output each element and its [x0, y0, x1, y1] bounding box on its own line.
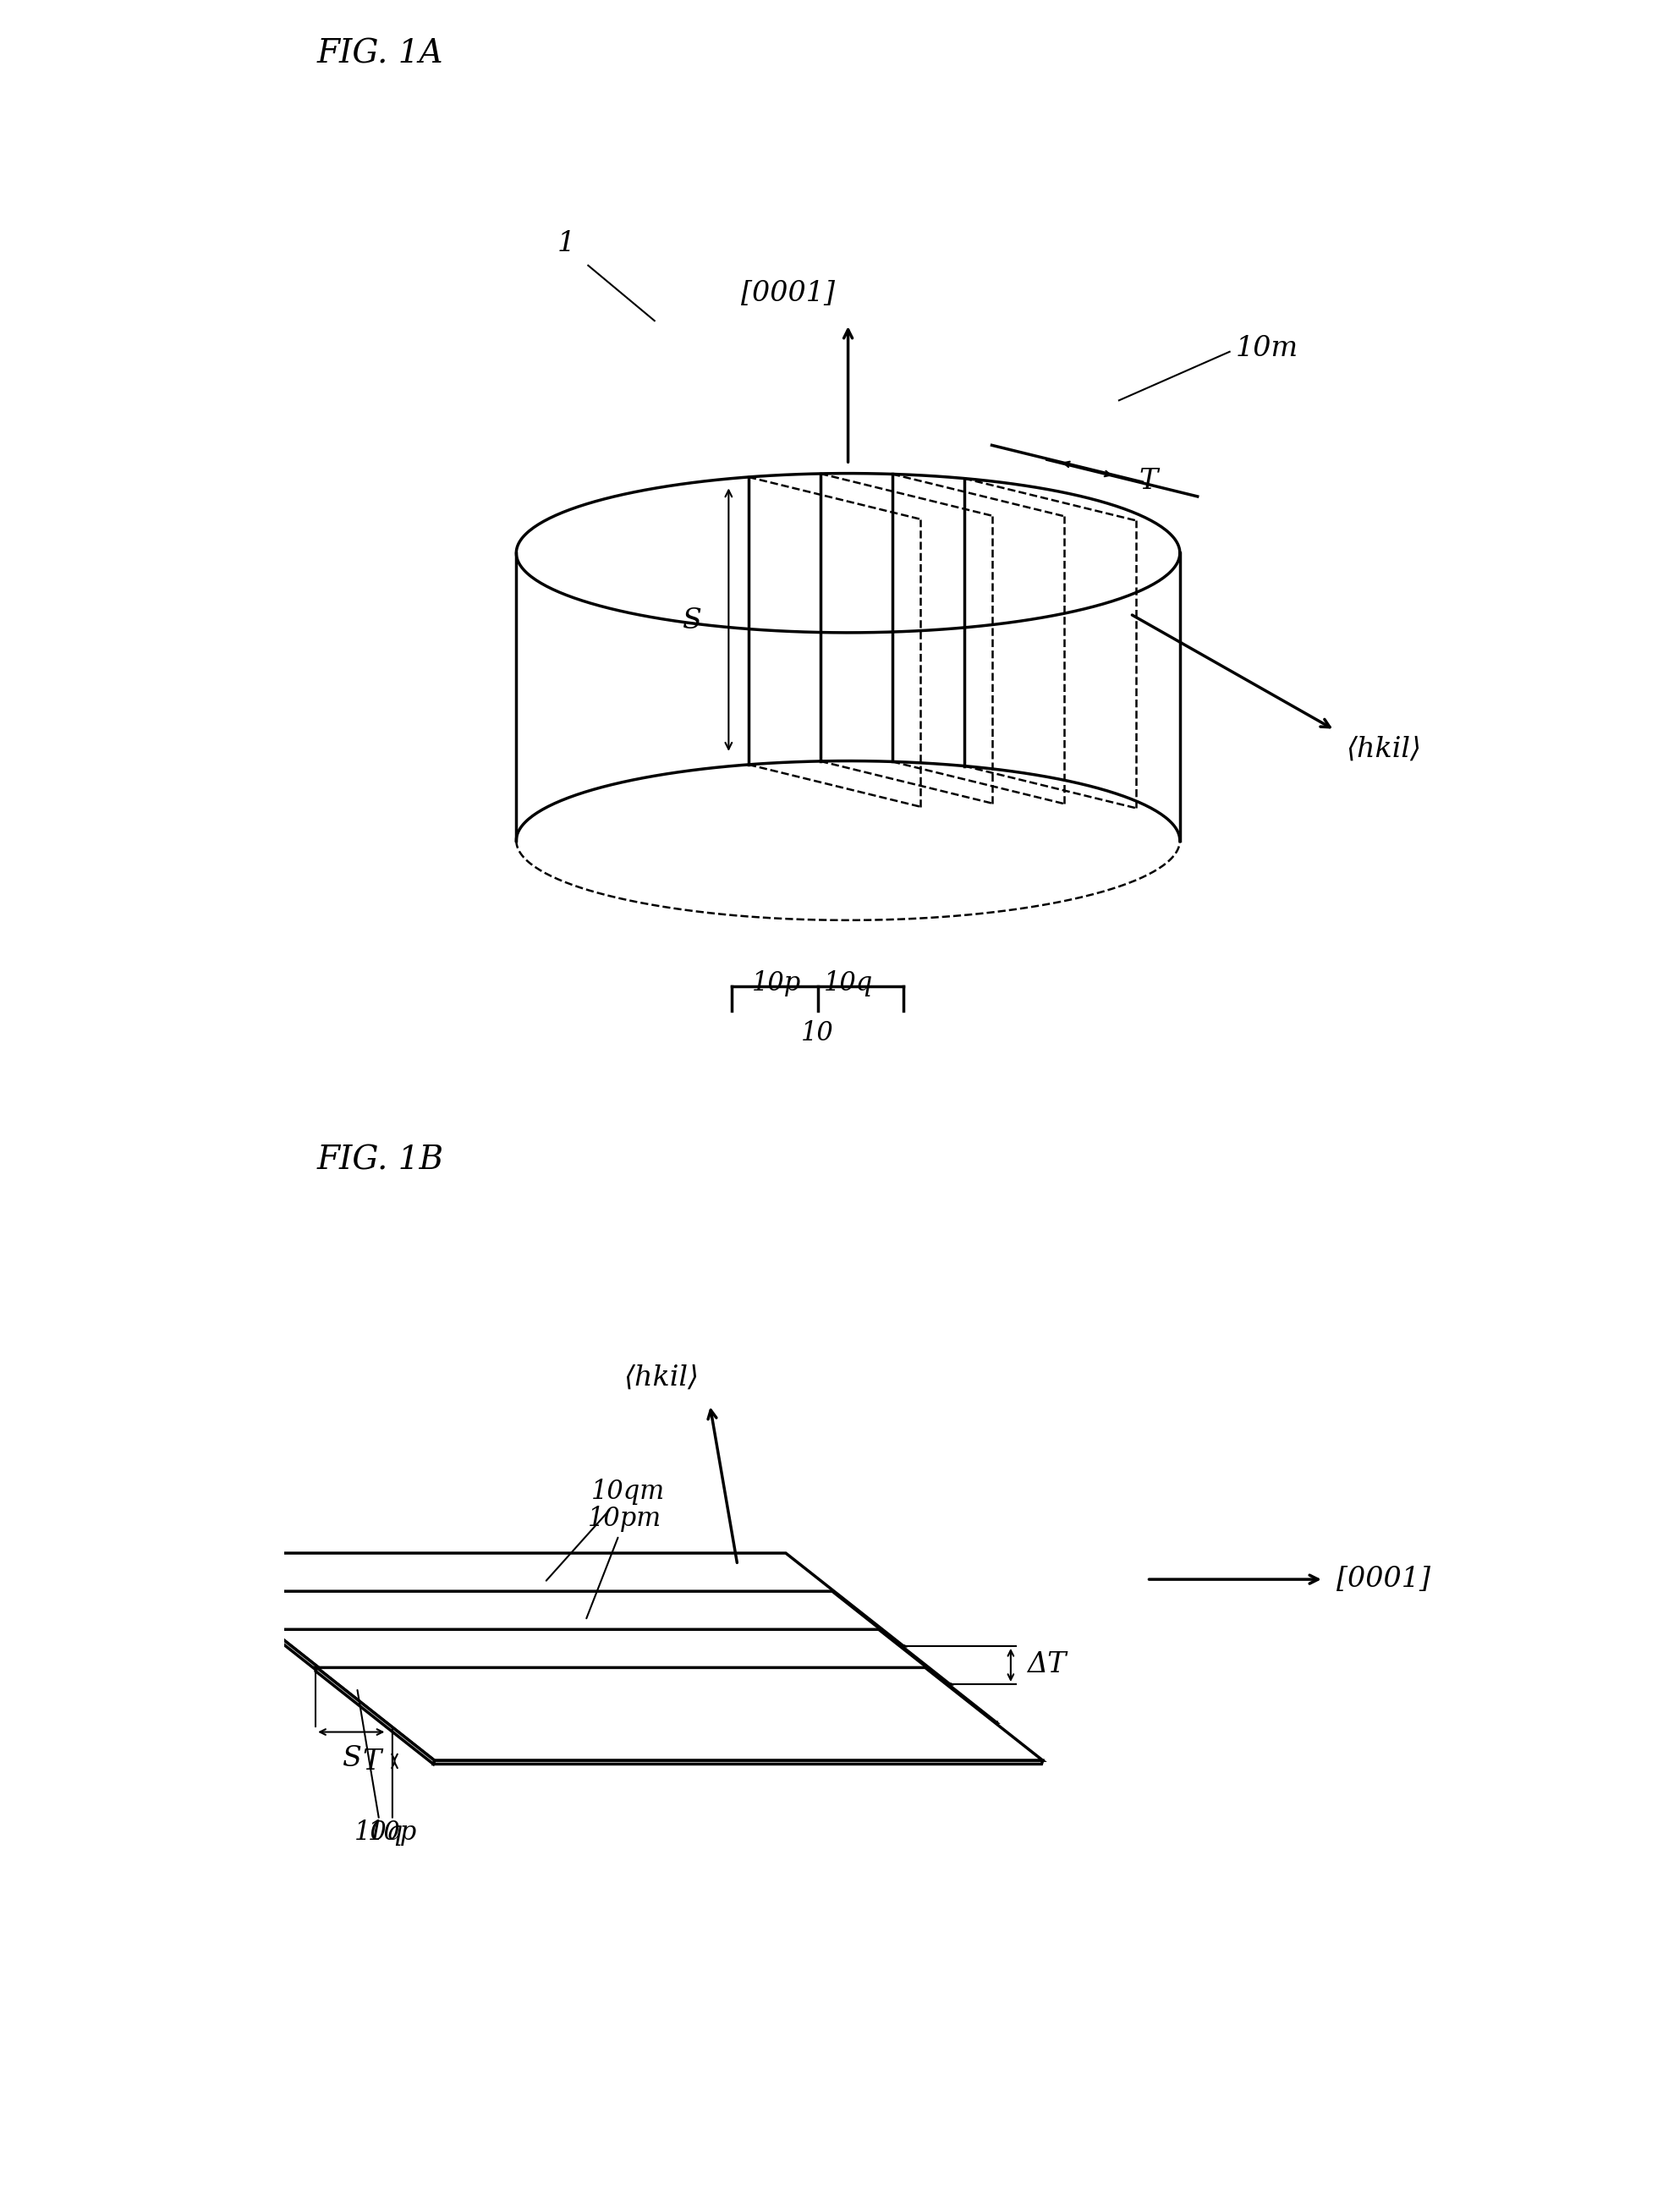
Polygon shape [271, 1630, 996, 1723]
Text: FIG. 1A: FIG. 1A [316, 38, 444, 71]
Polygon shape [270, 1630, 388, 1725]
Text: 10p: 10p [752, 969, 800, 995]
Polygon shape [295, 1646, 904, 1650]
Text: [0001]: [0001] [1338, 1566, 1431, 1593]
Text: 10q: 10q [824, 969, 872, 995]
Polygon shape [176, 1553, 295, 1650]
Text: 10m: 10m [1235, 334, 1297, 363]
Polygon shape [224, 1590, 949, 1683]
Text: S: S [681, 608, 701, 635]
Text: 10: 10 [802, 1020, 834, 1046]
Text: 10pm: 10pm [588, 1506, 661, 1533]
Text: 10qm: 10qm [591, 1480, 665, 1504]
Text: S: S [341, 1745, 362, 1772]
Text: 10q: 10q [355, 1820, 403, 1847]
Text: 10p: 10p [368, 1820, 417, 1847]
Polygon shape [434, 1761, 1043, 1765]
Polygon shape [387, 1723, 996, 1725]
Text: FIG. 1B: FIG. 1B [316, 1146, 444, 1177]
Text: 1: 1 [557, 230, 576, 257]
Text: T: T [1138, 469, 1158, 495]
Polygon shape [223, 1590, 341, 1688]
Polygon shape [340, 1683, 949, 1688]
Polygon shape [316, 1668, 1043, 1761]
Text: [0001]: [0001] [742, 281, 835, 307]
Text: ⟨hkil⟩: ⟨hkil⟩ [623, 1365, 698, 1391]
Text: T: T [363, 1750, 382, 1776]
Text: ⟨hkil⟩: ⟨hkil⟩ [1346, 734, 1421, 763]
Polygon shape [316, 1668, 435, 1765]
Polygon shape [177, 1553, 904, 1646]
Text: ΔT: ΔT [1028, 1652, 1066, 1679]
